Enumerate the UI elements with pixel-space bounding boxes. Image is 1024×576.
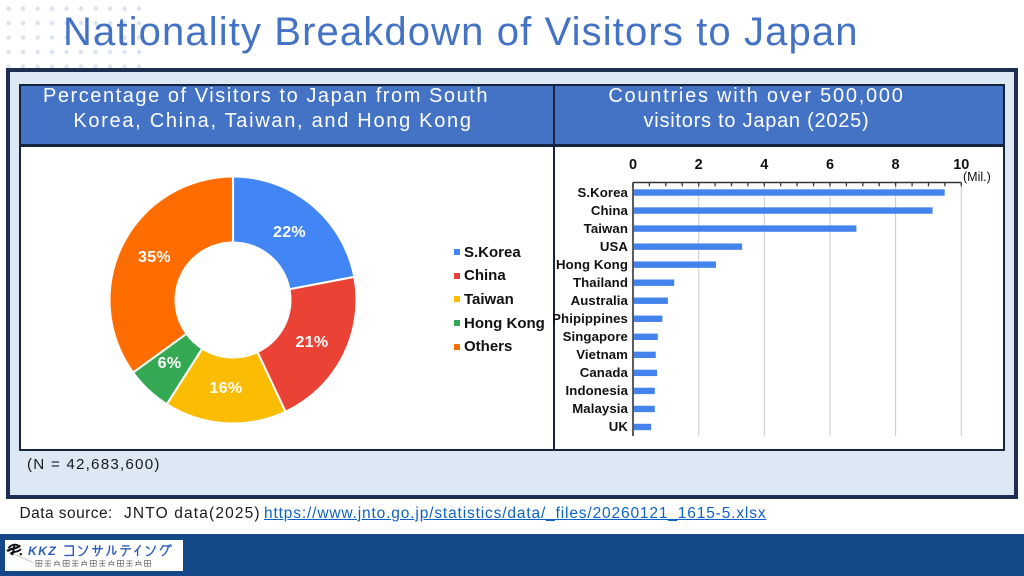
- svg-text:KKZ: KKZ: [28, 544, 57, 558]
